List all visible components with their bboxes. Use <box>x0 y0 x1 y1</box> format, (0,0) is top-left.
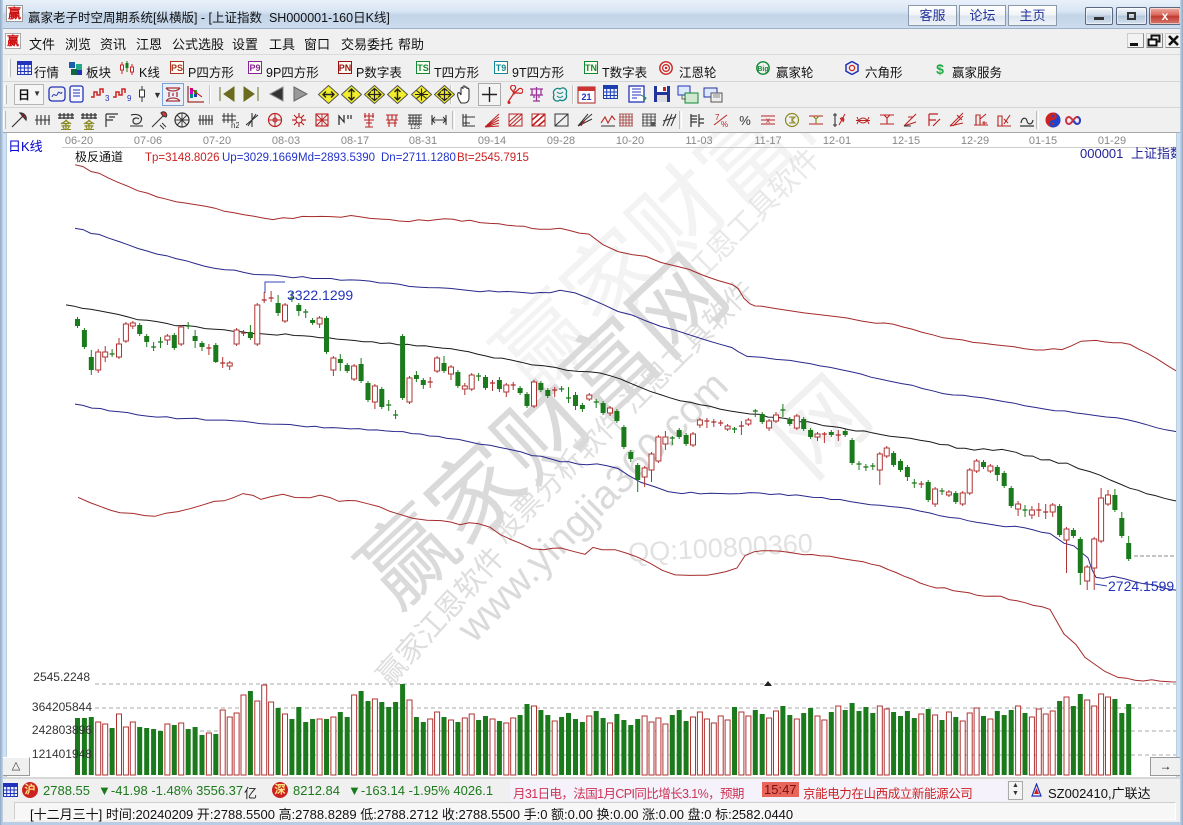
svg-text:08-03: 08-03 <box>272 135 300 147</box>
svg-text:07-06: 07-06 <box>134 135 162 147</box>
svg-text:极反通道: 极反通道 <box>75 150 123 164</box>
svg-text:7: 7 <box>715 113 720 122</box>
svg-text:06-20: 06-20 <box>65 135 93 147</box>
svg-text:000001: 000001 <box>1080 146 1123 161</box>
svg-text:123: 123 <box>410 125 421 130</box>
svg-text:TS: TS <box>417 63 429 73</box>
svg-text:12-29: 12-29 <box>961 135 989 147</box>
svg-text:11-03: 11-03 <box>685 135 712 147</box>
svg-text:Up=3029.1669: Up=3029.1669 <box>222 152 298 164</box>
svg-text:3: 3 <box>105 94 110 103</box>
svg-text:x: x <box>766 116 770 125</box>
svg-text:金: 金 <box>60 118 73 130</box>
svg-text:上证指数: 上证指数 <box>1131 146 1183 161</box>
svg-text:21: 21 <box>581 92 591 102</box>
svg-text:364205844: 364205844 <box>32 700 92 714</box>
svg-text:金: 金 <box>83 118 96 130</box>
svg-text:01-29: 01-29 <box>1098 135 1126 147</box>
svg-text:3322.1299: 3322.1299 <box>287 287 353 303</box>
svg-text:01-15: 01-15 <box>1029 135 1057 147</box>
svg-text:Tp=3148.8026: Tp=3148.8026 <box>145 152 220 164</box>
svg-text:▼: ▼ <box>153 90 162 100</box>
svg-text:242803896: 242803896 <box>32 723 92 737</box>
svg-text:Dn=2711.1280: Dn=2711.1280 <box>381 152 456 164</box>
svg-text:12-01: 12-01 <box>823 135 851 147</box>
svg-text:12-15: 12-15 <box>892 135 920 147</box>
svg-text:2724.1599: 2724.1599 <box>1108 578 1174 594</box>
svg-text:08-17: 08-17 <box>341 135 369 147</box>
svg-text:T9: T9 <box>496 63 507 73</box>
svg-text:%: % <box>739 113 751 128</box>
svg-text:Bt=2545.7915: Bt=2545.7915 <box>457 152 529 164</box>
svg-text:121401948: 121401948 <box>32 747 92 761</box>
svg-text:09-14: 09-14 <box>478 135 506 147</box>
svg-text:11-17: 11-17 <box>754 135 781 147</box>
svg-text:$: $ <box>936 61 944 76</box>
svg-text:9: 9 <box>127 94 132 103</box>
svg-text:Big: Big <box>757 66 768 73</box>
svg-text:n2: n2 <box>231 121 239 130</box>
svg-text:09-28: 09-28 <box>547 135 575 147</box>
svg-text:PS: PS <box>171 63 183 73</box>
svg-text:%: % <box>721 120 728 129</box>
svg-text:Md=2893.5390: Md=2893.5390 <box>298 152 375 164</box>
svg-text:PN: PN <box>339 63 352 73</box>
svg-text:TN: TN <box>585 63 597 73</box>
svg-text:08-31: 08-31 <box>409 135 437 147</box>
svg-text:P9: P9 <box>249 63 260 73</box>
svg-text:10-20: 10-20 <box>616 135 644 147</box>
svg-text:07-20: 07-20 <box>203 135 231 147</box>
svg-text:2545.2248: 2545.2248 <box>33 670 90 684</box>
svg-text:日K线: 日K线 <box>8 139 43 154</box>
